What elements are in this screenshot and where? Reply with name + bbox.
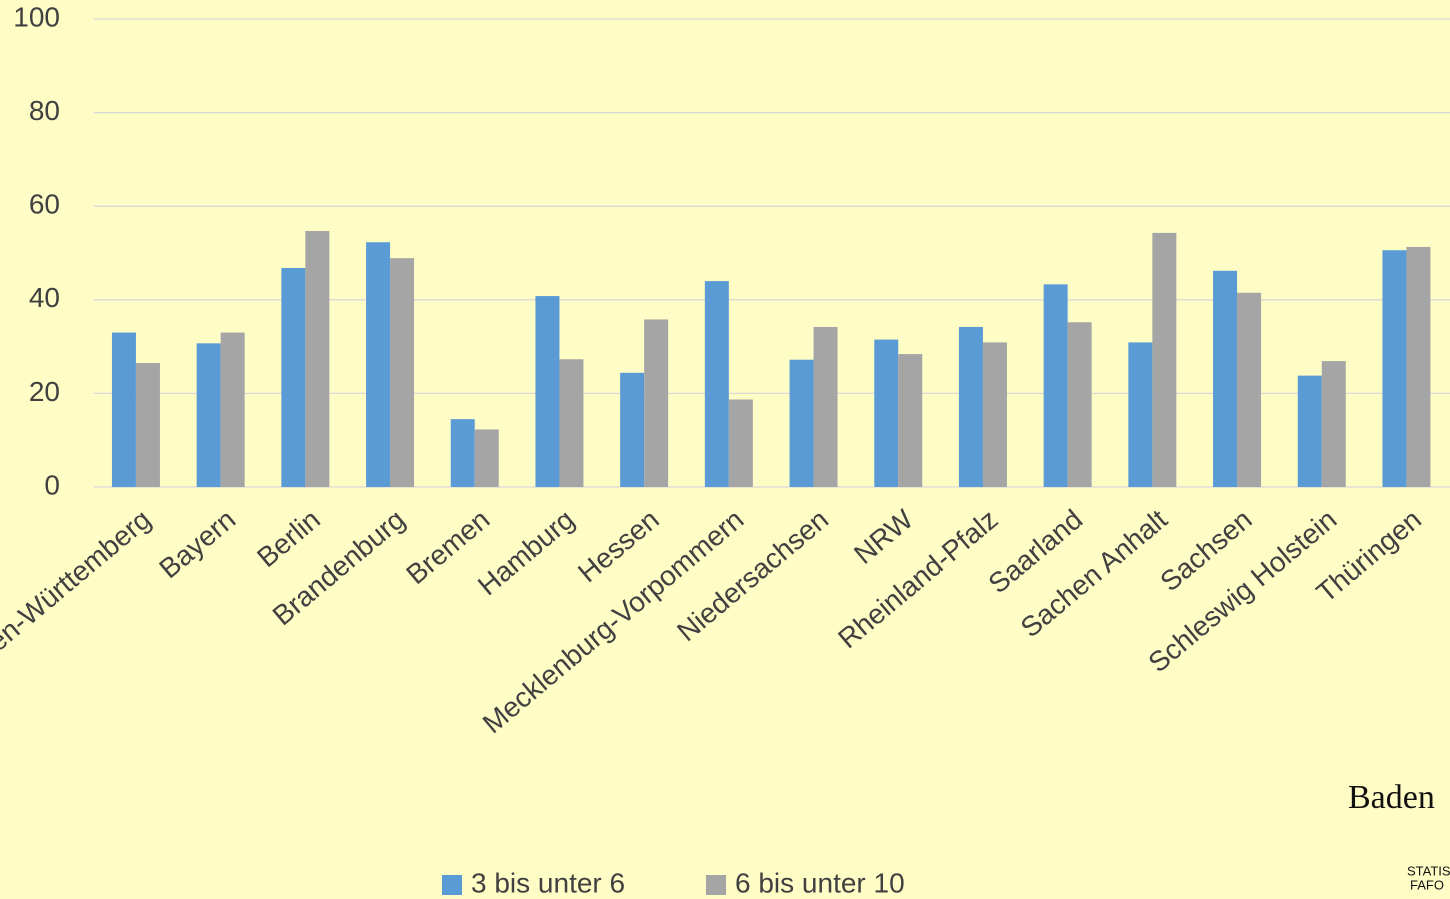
bar [1213, 270, 1238, 487]
bar [1382, 250, 1407, 487]
bar [305, 231, 330, 487]
bar [1237, 292, 1262, 487]
logo-name: Baden [1348, 779, 1435, 816]
y-tick-label: 0 [44, 469, 60, 500]
bar [620, 372, 645, 487]
bar [1067, 322, 1092, 487]
y-tick-label: 80 [29, 95, 60, 126]
bar [220, 332, 245, 487]
bar [559, 359, 584, 487]
legend-swatch [706, 875, 726, 895]
x-tick-label: Berlin [251, 504, 326, 574]
bar [535, 296, 560, 487]
bar [644, 319, 669, 487]
bar [813, 326, 838, 487]
legend-label: 3 bis unter 6 [471, 867, 625, 898]
bar [281, 267, 306, 487]
x-tick-label: Bayern [153, 504, 241, 585]
legend-label: 6 bis unter 10 [735, 867, 905, 898]
bar [1297, 375, 1322, 487]
x-tick-label: NRW [848, 503, 919, 570]
bar [366, 242, 391, 487]
logo-line: FAFO [1410, 877, 1444, 892]
bar [1321, 361, 1346, 487]
bar [874, 339, 899, 487]
x-tick-label: Baden-Württemberg [0, 504, 157, 690]
logo-line: STATIS [1407, 863, 1450, 878]
bar [1128, 342, 1153, 487]
bar [1043, 284, 1068, 487]
bar [1152, 232, 1177, 487]
bar [111, 332, 136, 487]
bar [474, 429, 499, 487]
bar [390, 258, 415, 487]
bar [450, 419, 475, 487]
y-tick-label: 60 [29, 189, 60, 220]
bar [135, 362, 160, 487]
bar [1406, 246, 1431, 487]
bar [196, 343, 221, 487]
y-tick-label: 20 [29, 376, 60, 407]
bar [898, 354, 923, 487]
legend-swatch [442, 875, 462, 895]
bar [704, 281, 729, 487]
x-tick-label: Hamburg [472, 504, 580, 602]
bar [982, 342, 1007, 487]
x-tick-label: Sachen Anhalt [1015, 503, 1173, 643]
bar [789, 359, 814, 487]
bar [728, 399, 753, 487]
y-tick-label: 40 [29, 282, 60, 313]
bar [958, 326, 983, 487]
y-tick-label: 100 [13, 1, 60, 32]
x-tick-label: Niedersachsen [671, 504, 834, 648]
